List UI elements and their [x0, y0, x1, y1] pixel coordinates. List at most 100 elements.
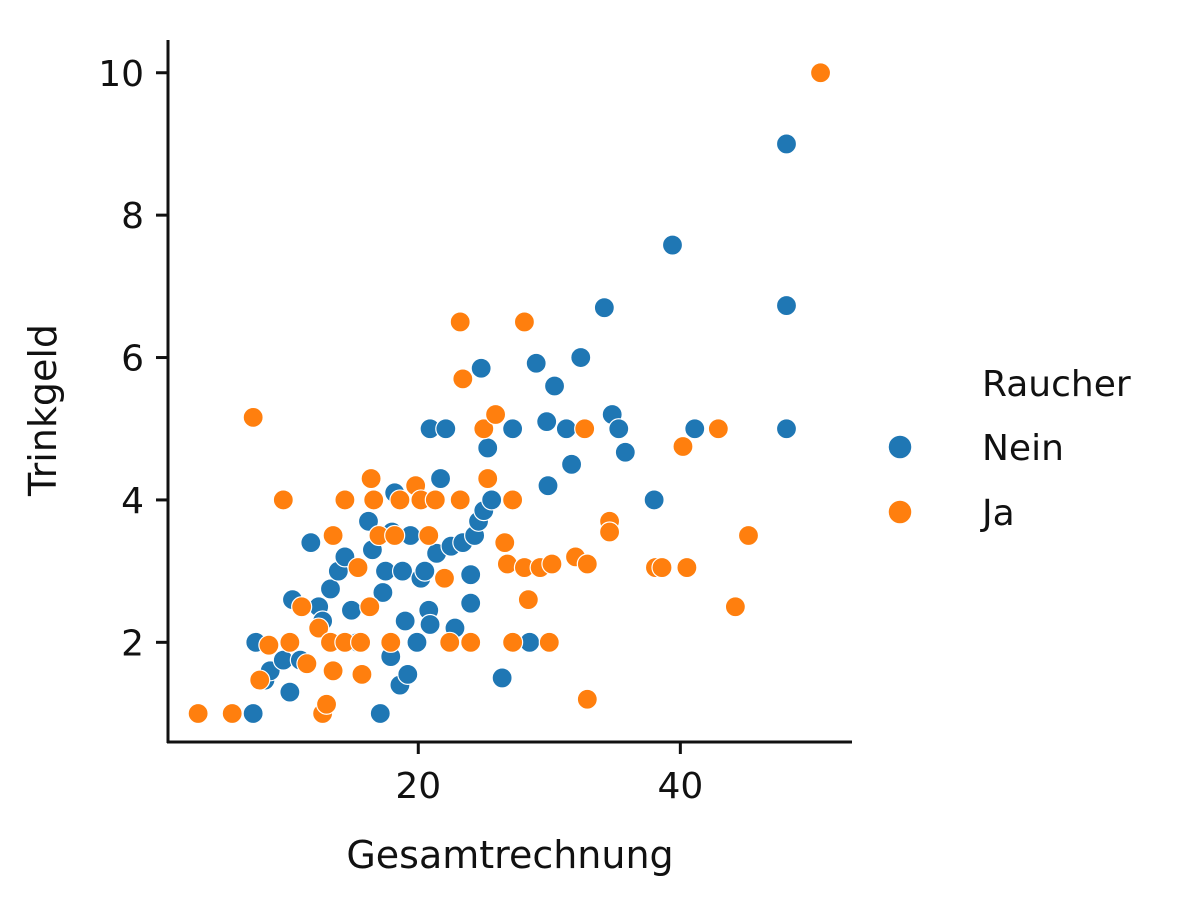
data-point-ja: [460, 631, 482, 653]
data-point-ja: [494, 532, 516, 554]
data-point-ja: [350, 631, 372, 653]
data-point-nein: [502, 418, 524, 440]
legend-label-ja: Ja: [980, 493, 1015, 534]
legend-title: Raucher: [982, 364, 1131, 405]
data-point-nein: [414, 560, 436, 582]
data-point-ja: [384, 524, 406, 547]
data-point-ja: [574, 418, 596, 440]
data-point-nein: [406, 631, 428, 653]
data-point-ja: [187, 702, 209, 725]
data-point-ja: [598, 521, 621, 543]
y-ticks: 2 4 6 8 10: [98, 54, 168, 664]
data-point-ja: [322, 524, 344, 547]
data-point-ja: [452, 368, 474, 390]
data-point-nein: [279, 681, 301, 703]
x-tick-label: 20: [395, 766, 441, 807]
data-point-nein: [560, 453, 583, 475]
data-point-ja: [258, 634, 280, 656]
data-point-ja: [707, 418, 729, 440]
data-point-ja: [737, 524, 760, 547]
data-point-ja: [351, 663, 373, 685]
data-point-nein: [481, 489, 503, 511]
y-axis-label: Trinkgeld: [21, 324, 65, 497]
data-point-ja: [296, 653, 318, 675]
data-point-nein: [536, 411, 558, 433]
data-point-ja: [360, 467, 382, 490]
data-point-ja: [279, 631, 301, 653]
legend: Raucher Nein Ja: [887, 364, 1131, 534]
data-point-ja: [221, 702, 243, 725]
data-point-ja: [433, 567, 456, 589]
data-point-nein: [300, 532, 322, 554]
data-point-nein: [369, 702, 391, 725]
data-point-ja: [477, 467, 499, 490]
data-point-ja: [672, 435, 694, 458]
data-point-nein: [593, 297, 615, 319]
data-point-nein: [391, 560, 414, 582]
data-point-ja: [363, 489, 385, 511]
data-point-ja: [449, 311, 471, 333]
data-point-ja: [242, 406, 264, 428]
data-point-nein: [608, 418, 630, 440]
data-point-nein: [537, 475, 559, 497]
data-point-nein: [491, 667, 513, 689]
data-point-nein: [643, 489, 665, 511]
y-tick-label: 6: [121, 339, 144, 380]
data-point-nein: [460, 592, 482, 614]
data-point-ja: [389, 489, 411, 511]
y-tick-label: 4: [121, 481, 144, 522]
data-point-ja: [473, 418, 495, 440]
data-point-ja: [439, 631, 461, 653]
data-point-nein: [477, 437, 499, 459]
data-point-nein: [397, 663, 419, 685]
data-point-nein: [470, 357, 492, 379]
data-point-nein: [435, 418, 457, 440]
data-point-nein: [555, 418, 577, 440]
data-point-nein: [460, 564, 482, 586]
data-point-ja: [502, 631, 524, 653]
data-points: [187, 62, 832, 725]
data-point-ja: [484, 403, 507, 426]
data-point-nein: [543, 375, 566, 397]
data-point-nein: [340, 599, 363, 621]
data-point-ja: [322, 660, 344, 682]
data-point-ja: [418, 524, 440, 547]
y-tick-label: 2: [121, 623, 144, 664]
data-point-nein: [614, 441, 636, 463]
data-point-ja: [315, 693, 338, 715]
y-tick-label: 10: [98, 54, 144, 95]
data-point-ja: [724, 596, 746, 618]
data-point-nein: [357, 510, 380, 532]
x-ticks: 20 40: [395, 742, 703, 807]
data-point-nein: [394, 610, 416, 632]
data-point-ja: [541, 553, 563, 575]
data-point-nein: [525, 352, 547, 374]
data-point-ja: [359, 596, 381, 618]
data-point-nein: [570, 346, 592, 369]
data-point-ja: [334, 489, 356, 511]
data-point-nein: [429, 467, 452, 490]
data-point-nein: [419, 613, 441, 636]
data-point-nein: [242, 702, 264, 725]
data-point-nein: [775, 133, 798, 155]
data-point-nein: [775, 294, 798, 317]
x-axis-label: Gesamtrechnung: [346, 833, 673, 877]
data-point-ja: [502, 489, 524, 511]
data-point-nein: [684, 418, 706, 440]
data-point-ja: [449, 489, 471, 511]
data-point-ja: [272, 489, 294, 511]
data-point-ja: [424, 489, 446, 511]
data-point-ja: [576, 688, 598, 710]
data-point-ja: [538, 631, 560, 653]
data-point-ja: [308, 617, 330, 639]
data-point-ja: [347, 556, 369, 579]
data-point-nein: [319, 578, 342, 600]
legend-label-nein: Nein: [982, 428, 1064, 469]
data-point-ja: [517, 589, 539, 611]
y-tick-label: 8: [121, 196, 144, 237]
data-point-ja: [809, 62, 832, 84]
data-point-nein: [372, 581, 394, 604]
data-point-ja: [249, 669, 271, 691]
legend-marker-nein: [887, 434, 913, 460]
